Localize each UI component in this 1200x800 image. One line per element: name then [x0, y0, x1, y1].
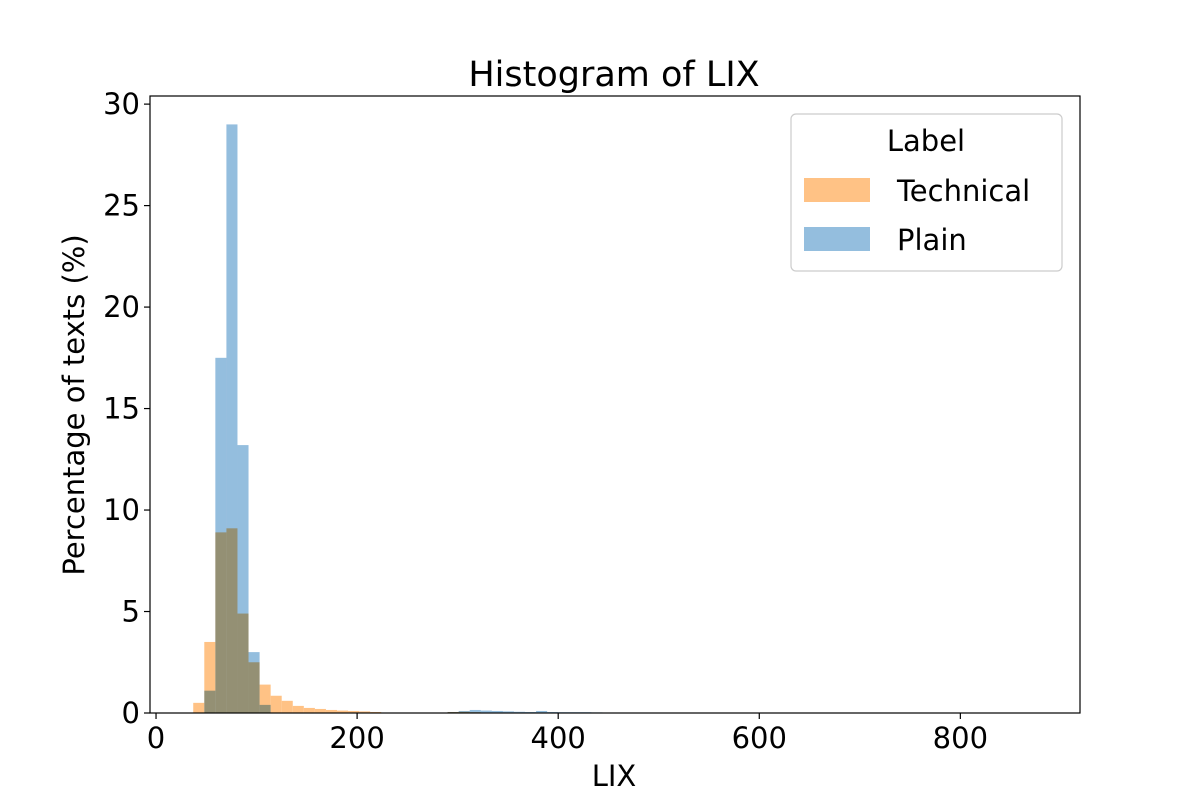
bar-technical	[281, 700, 293, 713]
bar-plain	[469, 709, 481, 713]
y-tick-label: 25	[103, 189, 140, 223]
y-tick-label: 15	[103, 392, 140, 426]
y-tick-label: 30	[103, 87, 140, 121]
bar-technical	[359, 711, 371, 713]
bar-technical	[204, 641, 216, 713]
legend-title: Label	[887, 124, 965, 158]
bar-plain	[458, 710, 470, 713]
y-axis-label: Percentage of texts (%)	[57, 234, 91, 575]
x-tick-label: 800	[933, 721, 988, 755]
x-tick-label: 400	[531, 721, 586, 755]
bar-plain	[491, 710, 503, 713]
x-tick-label: 0	[147, 721, 165, 755]
chart-title: Histogram of LIX	[468, 55, 759, 95]
bar-plain	[259, 704, 271, 713]
x-axis: 0 200 400 600 800	[147, 713, 988, 755]
bar-technical	[314, 708, 326, 713]
bar-technical	[303, 707, 315, 713]
y-axis: 0 5 10 15 20 25 30	[103, 87, 150, 730]
legend: Label Technical Plain	[790, 113, 1063, 272]
bar-technical	[325, 709, 338, 713]
bar-plain	[248, 652, 260, 713]
bar-technical	[270, 695, 282, 713]
bar-plain	[480, 710, 492, 713]
legend-swatch-plain	[804, 227, 870, 251]
legend-swatch-technical	[804, 178, 870, 202]
bar-plain	[536, 710, 548, 713]
bar-plain	[215, 357, 227, 713]
y-tick-label: 0	[122, 696, 140, 730]
bar-technical	[259, 684, 271, 713]
bar-plain	[226, 124, 238, 713]
bar-technical	[193, 702, 205, 713]
plot-frame	[149, 95, 1081, 714]
y-tick-label: 5	[122, 595, 140, 629]
legend-label-technical: Technical	[896, 174, 1030, 208]
bar-plain	[237, 445, 249, 713]
x-tick-label: 600	[732, 721, 787, 755]
bar-plain	[502, 711, 514, 713]
bars-layer	[193, 124, 603, 713]
x-tick-label: 200	[329, 721, 384, 755]
bar-technical	[292, 705, 304, 713]
bar-plain	[204, 690, 216, 713]
legend-label-plain: Plain	[897, 223, 967, 257]
bar-technical	[348, 710, 360, 713]
bar-plain	[513, 711, 526, 713]
y-tick-label: 10	[103, 493, 140, 527]
x-axis-label: LIX	[592, 759, 637, 793]
bar-technical	[337, 710, 349, 713]
y-tick-label: 20	[103, 290, 140, 324]
